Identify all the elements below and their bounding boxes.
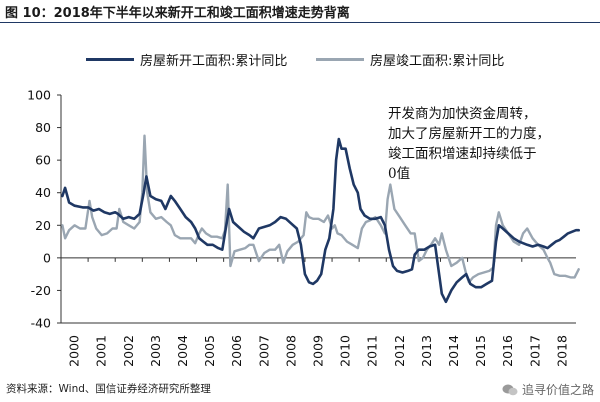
y-tick-label: -40 [31,316,51,331]
x-tick-label: 2005 [202,335,217,367]
wechat-icon [502,384,518,395]
y-tick-label: 40 [35,185,51,200]
title-bar: 图 10：2018年下半年以来新开工和竣工面积增速走势背离 [0,0,600,23]
source-note: 资料来源：Wind、国信证券经济研究所整理 [6,383,211,395]
legend-swatch-starts [86,58,134,61]
x-tick-label: 2015 [473,335,488,367]
x-tick-label: 2004 [175,335,190,367]
y-tick-label: 20 [35,218,51,233]
legend-item-starts: 房屋新开工面积:累计同比 [86,50,287,69]
x-tick-label: 2013 [419,335,434,367]
x-tick-label: 2011 [365,335,380,367]
x-tick-label: 2018 [554,335,569,367]
legend-label-completions: 房屋竣工面积:累计同比 [370,54,505,69]
x-tick-label: 2008 [283,335,298,367]
x-tick-label: 2006 [229,335,244,367]
legend-swatch-completions [316,58,364,61]
x-tick-label: 2007 [256,335,271,367]
y-tick-label: 100 [27,88,51,103]
x-tick-label: 2003 [148,335,163,367]
x-tick-label: 2002 [121,335,136,367]
x-tick-label: 2001 [94,335,109,367]
x-tick-label: 2010 [338,335,353,367]
annotation-line: 0值 [388,166,411,182]
x-tick-label: 2017 [527,335,542,367]
watermark-text: 追寻价值之路 [521,383,594,397]
x-tick-label: 2016 [500,335,515,367]
series-line-completions [61,134,580,284]
legend-label-starts: 房屋新开工面积:累计同比 [140,54,288,69]
y-tick-label: 60 [35,153,51,168]
x-tick-label: 2009 [311,335,326,367]
x-tick-label: 2000 [67,335,82,367]
watermark: 追寻价值之路 [502,381,594,398]
y-tick-label: -20 [31,283,51,298]
x-tick-label: 2012 [392,335,407,367]
annotation-line: 开发商为加快资金周转， [388,106,537,122]
series-line-starts [61,137,580,304]
x-tick-label: 2014 [446,335,461,367]
chart-title: 图 10：2018年下半年以来新开工和竣工面积增速走势背离 [5,6,350,21]
annotation-line: 竣工面积增速却持续低于 [388,146,537,162]
legend-item-completions: 房屋竣工面积:累计同比 [316,50,504,69]
y-tick-label: 80 [35,120,51,135]
annotation-line: 加大了房屋新开工的力度， [388,126,550,142]
legend: 房屋新开工面积:累计同比 房屋竣工面积:累计同比 [0,50,600,70]
y-tick-label: 0 [43,250,51,265]
annotation: 开发商为加快资金周转， 加大了房屋新开工的力度， 竣工面积增速却持续低于 0值 [388,104,550,184]
